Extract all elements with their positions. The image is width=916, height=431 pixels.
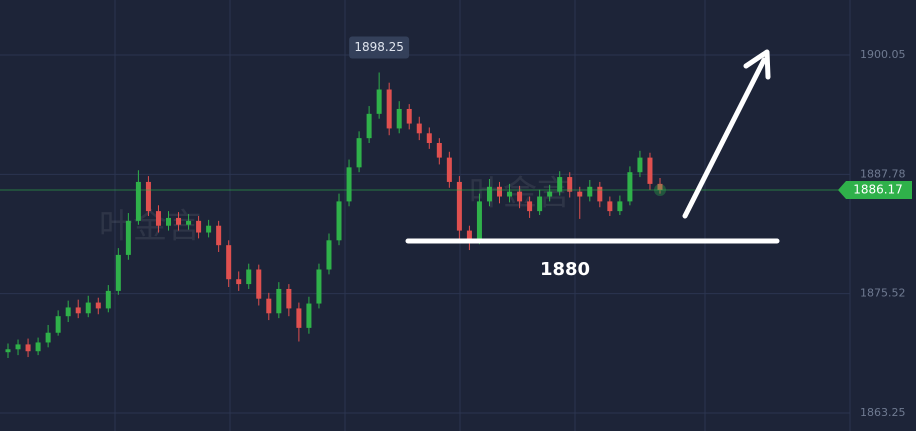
- arrow-head: [743, 49, 771, 80]
- candle-body: [507, 191, 513, 197]
- arrow-shaft: [682, 57, 767, 219]
- candle-body: [125, 220, 131, 255]
- candle-body: [186, 220, 192, 225]
- candle-body: [356, 138, 362, 168]
- candle-body: [135, 181, 141, 221]
- candle-body: [25, 344, 31, 352]
- y-tick-label: 1863.25: [860, 406, 906, 419]
- plot: 1900.05 1887.78 1875.52 1863.25 1886.17 1898.…: [0, 36, 912, 419]
- candle-body: [115, 254, 121, 291]
- candle-body: [45, 332, 51, 343]
- candle-body: [316, 269, 322, 304]
- candle-body: [105, 290, 111, 309]
- candle-body: [386, 89, 392, 129]
- candle-body: [547, 191, 553, 197]
- candle-body: [647, 157, 653, 184]
- candle-body: [286, 288, 292, 309]
- candle-body: [5, 349, 11, 353]
- candle-body: [517, 191, 523, 202]
- candle-body: [55, 316, 61, 333]
- candle-body: [476, 201, 482, 241]
- high-label: 1898.25: [354, 40, 404, 54]
- candle-body: [95, 302, 101, 309]
- candle-body: [416, 123, 422, 134]
- candle-body: [426, 133, 432, 144]
- candle-body: [226, 245, 232, 280]
- candle-body: [256, 269, 262, 299]
- candle-body: [607, 201, 613, 212]
- last-price-label: 1886.17: [853, 183, 903, 197]
- candle-body: [486, 186, 492, 202]
- candle-body: [15, 344, 21, 350]
- candle-body: [446, 157, 452, 182]
- candle-body: [396, 108, 402, 129]
- candle-body: [587, 186, 593, 197]
- candle-body: [306, 303, 312, 328]
- candle-body: [617, 201, 623, 212]
- candle-body: [216, 225, 222, 246]
- candle-body: [637, 157, 643, 173]
- last-price-tag: [838, 181, 912, 200]
- last-price-glow: [654, 184, 666, 197]
- y-tick-label: 1887.78: [860, 167, 906, 180]
- candle-body: [456, 181, 462, 231]
- candle-body: [196, 220, 202, 233]
- candle-body: [65, 307, 71, 317]
- candle-body: [597, 186, 603, 202]
- vertical-grid: [114, 0, 851, 431]
- candle-body: [406, 108, 412, 124]
- candle-body: [246, 269, 252, 285]
- candle-body: [266, 298, 272, 314]
- candle-body: [296, 308, 302, 328]
- candle-body: [537, 196, 543, 212]
- candle-body: [577, 191, 583, 197]
- candle-body: [366, 113, 372, 139]
- candle-body: [326, 240, 332, 270]
- candle-body: [557, 177, 563, 192]
- candle-body: [145, 181, 151, 212]
- candle-body: [165, 217, 171, 226]
- candle-body: [35, 342, 41, 352]
- candle-body: [657, 183, 663, 191]
- candle-body: [176, 217, 182, 225]
- watermark: 叶金言: [99, 207, 201, 247]
- candle-body: [376, 89, 382, 114]
- candle-body: [276, 288, 282, 314]
- candle-body: [236, 279, 242, 285]
- candle-body: [75, 307, 81, 314]
- candle-body: [85, 302, 91, 314]
- candle-body: [527, 201, 533, 212]
- candle-body: [497, 186, 503, 197]
- candle-body: [155, 211, 161, 226]
- y-tick-label: 1900.05: [860, 48, 906, 61]
- candle-body: [336, 201, 342, 241]
- candle-body: [346, 167, 352, 202]
- high-label-box: [349, 36, 410, 59]
- candle-body: [466, 230, 472, 241]
- candle-body: [206, 225, 212, 233]
- candle-body: [567, 177, 573, 192]
- candle-body: [627, 172, 633, 202]
- candle-body: [436, 143, 442, 158]
- y-tick-label: 1875.52: [860, 287, 906, 300]
- annotation: 1880: [540, 259, 590, 280]
